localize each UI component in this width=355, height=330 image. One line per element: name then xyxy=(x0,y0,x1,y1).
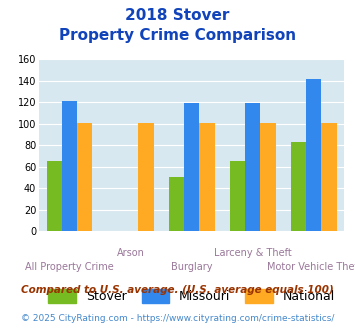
Legend: Stover, Missouri, National: Stover, Missouri, National xyxy=(48,289,335,303)
Bar xyxy=(261,123,275,231)
Text: All Property Crime: All Property Crime xyxy=(25,262,114,272)
Bar xyxy=(291,142,306,231)
Text: Compared to U.S. average. (U.S. average equals 100): Compared to U.S. average. (U.S. average … xyxy=(21,285,334,295)
Bar xyxy=(230,161,245,231)
Text: Burglary: Burglary xyxy=(171,262,212,272)
Bar xyxy=(77,123,92,231)
Bar xyxy=(169,178,184,231)
Bar xyxy=(245,103,261,231)
Text: Motor Vehicle Theft: Motor Vehicle Theft xyxy=(267,262,355,272)
Bar xyxy=(322,123,337,231)
Text: © 2025 CityRating.com - https://www.cityrating.com/crime-statistics/: © 2025 CityRating.com - https://www.city… xyxy=(21,314,334,323)
Bar xyxy=(184,103,200,231)
Bar xyxy=(138,123,153,231)
Bar xyxy=(47,161,62,231)
Text: Larceny & Theft: Larceny & Theft xyxy=(214,248,292,258)
Bar xyxy=(306,79,322,231)
Bar xyxy=(62,101,77,231)
Text: Arson: Arson xyxy=(117,248,144,258)
Bar xyxy=(200,123,214,231)
Text: 2018 Stover: 2018 Stover xyxy=(125,8,230,23)
Text: Property Crime Comparison: Property Crime Comparison xyxy=(59,28,296,43)
